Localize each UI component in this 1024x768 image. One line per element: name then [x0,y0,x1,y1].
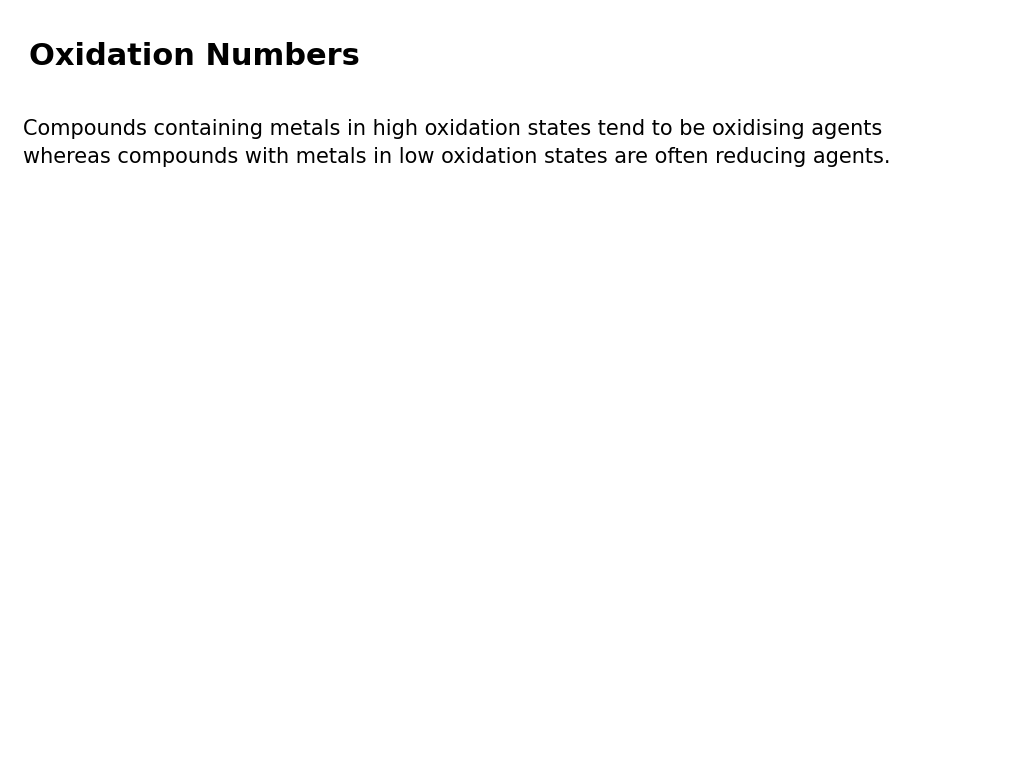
Text: Compounds containing metals in high oxidation states tend to be oxidising agents: Compounds containing metals in high oxid… [23,119,890,167]
Text: Oxidation Numbers: Oxidation Numbers [29,42,359,71]
